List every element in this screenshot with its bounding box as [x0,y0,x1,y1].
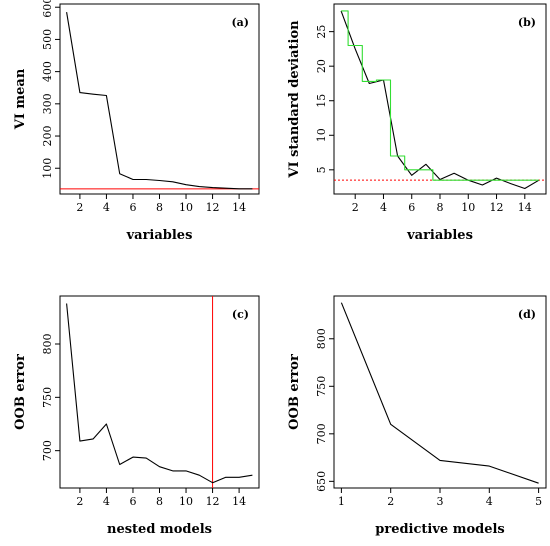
x-tick-label: 8 [156,201,163,214]
panel-label: (a) [231,16,249,29]
x-tick-label: 4 [103,201,110,214]
y-tick-label: 750 [41,387,54,408]
y-tick-label: 700 [315,423,328,444]
x-tick-label: 2 [352,201,359,214]
x-tick-label: 5 [535,495,542,508]
y-tick-label: 100 [41,158,54,179]
x-tick-label: 14 [232,495,246,508]
y-tick-label: 750 [315,376,328,397]
x-tick-label: 6 [129,495,136,508]
y-tick-label: 200 [41,126,54,147]
x-tick-label: 6 [408,201,415,214]
x-tick-label: 4 [103,495,110,508]
panel-b: 2 4 6 8 10 12 14 5 10 15 20 25 variables VI standard … [287,3,547,243]
x-tick-label: 10 [179,495,193,508]
x-tick-label: 2 [76,495,83,508]
y-tick-label: 600 [41,0,54,18]
x-tick-label: 6 [129,201,136,214]
y-tick-label: 800 [315,328,328,349]
x-tick-label: 4 [486,495,493,508]
y-tick-label: 500 [41,29,54,50]
series-line-0 [340,10,540,190]
panel-a: 2 4 6 8 10 12 14 100 200 300 400 500 600 variables VI … [13,0,260,243]
plot-frame [333,3,547,195]
y-tick-label: 700 [41,440,54,461]
panel-label: (c) [232,308,249,321]
x-axis-label: variables [406,228,473,243]
y-tick-label: 5 [315,166,328,173]
x-axis-label: variables [126,228,193,243]
series-line-1 [341,10,539,181]
x-tick-label: 12 [490,201,504,214]
y-axis-label: OOB error [287,354,302,430]
plot-frame [333,295,547,489]
x-tick-label: 12 [206,495,220,508]
panel-label: (d) [518,308,536,321]
x-tick-label: 10 [461,201,475,214]
y-tick-label: 20 [315,59,328,73]
y-tick-label: 300 [41,93,54,114]
plot-frame [59,3,260,195]
y-axis-label: OOB error [13,354,28,430]
y-tick-label: 400 [41,61,54,82]
x-tick-label: 1 [338,495,345,508]
y-tick-label: 15 [315,94,328,108]
series-line-0 [340,302,539,484]
panel-c: 2 4 6 8 10 12 14 700 750 800 nested models OOB erro… [13,295,260,537]
x-tick-label: 8 [437,201,444,214]
plot-frame [59,295,260,489]
x-tick-label: 10 [179,201,193,214]
x-axis-label: nested models [107,522,212,537]
y-tick-label: 10 [315,128,328,142]
x-tick-label: 14 [232,201,246,214]
x-tick-label: 8 [156,495,163,508]
panel-d: 1 2 3 4 5 650 700 750 800 predictive models OOB er… [287,295,547,537]
x-axis-label: predictive models [375,522,505,537]
y-tick-label: 650 [315,471,328,492]
y-axis-label: VI standard deviation [287,20,302,179]
y-tick-label: 25 [315,25,328,39]
x-tick-label: 4 [380,201,387,214]
x-tick-label: 2 [387,495,394,508]
x-tick-label: 3 [437,495,444,508]
y-tick-label: 800 [41,334,54,355]
series-line-0 [66,303,253,484]
x-tick-label: 14 [518,201,532,214]
y-axis-label: VI mean [13,68,28,130]
x-tick-label: 2 [76,201,83,214]
x-tick-label: 12 [206,201,220,214]
panel-label: (b) [518,16,536,29]
series-line-0 [66,12,253,190]
